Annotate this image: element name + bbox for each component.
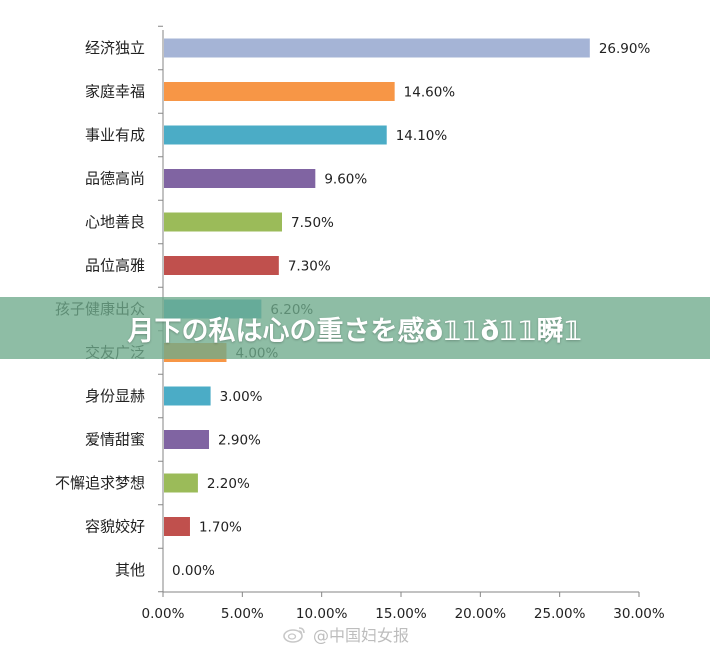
value-label: 2.20%	[207, 476, 250, 492]
bar	[164, 38, 590, 58]
bar	[164, 386, 211, 406]
x-tick-label: 10.00%	[296, 606, 348, 622]
x-tick-label: 0.00%	[142, 606, 185, 622]
weibo-icon	[283, 627, 305, 643]
value-label: 0.00%	[172, 563, 215, 579]
bar	[164, 517, 190, 536]
category-label: 心地善良	[85, 213, 145, 231]
bar	[164, 82, 395, 101]
category-label: 经济独立	[85, 39, 145, 57]
category-label: 品位高雅	[85, 257, 145, 275]
bar	[164, 169, 316, 188]
overlay-text: 月下の私は心の重さを感ð𝟙𝟙ð𝟙𝟙瞬𝟙	[127, 315, 583, 347]
x-tick-label: 5.00%	[221, 606, 264, 622]
x-tick-label: 20.00%	[455, 606, 507, 622]
x-tick-label: 15.00%	[375, 606, 427, 622]
value-label: 26.90%	[599, 41, 651, 57]
category-label: 品德高尚	[85, 170, 145, 188]
category-label: 不懈追求梦想	[55, 474, 145, 492]
watermark: @中国妇女报	[283, 622, 409, 646]
value-label: 14.60%	[404, 85, 456, 101]
category-label: 容貌姣好	[85, 518, 145, 536]
value-label: 1.70%	[199, 520, 242, 536]
category-label: 身份显赫	[85, 387, 145, 405]
x-tick-label: 30.00%	[613, 606, 665, 622]
value-label: 9.60%	[324, 172, 367, 188]
bar	[164, 256, 279, 275]
category-label: 爱情甜蜜	[85, 431, 145, 449]
x-tick-label: 25.00%	[534, 606, 586, 622]
bar	[164, 125, 387, 145]
bar	[164, 473, 198, 493]
value-label: 7.50%	[291, 215, 334, 231]
bar	[164, 430, 210, 449]
watermark-text: @中国妇女报	[313, 626, 410, 645]
value-label: 2.90%	[218, 433, 261, 449]
category-label: 事业有成	[85, 126, 145, 144]
value-label: 3.00%	[220, 389, 263, 405]
category-label: 其他	[115, 561, 145, 579]
category-label: 家庭幸福	[85, 83, 145, 101]
bar	[164, 212, 282, 232]
overlay-banner: 月下の私は心の重さを感ð𝟙𝟙ð𝟙𝟙瞬𝟙	[0, 297, 710, 359]
value-label: 7.30%	[288, 259, 331, 275]
value-label: 14.10%	[396, 128, 448, 144]
